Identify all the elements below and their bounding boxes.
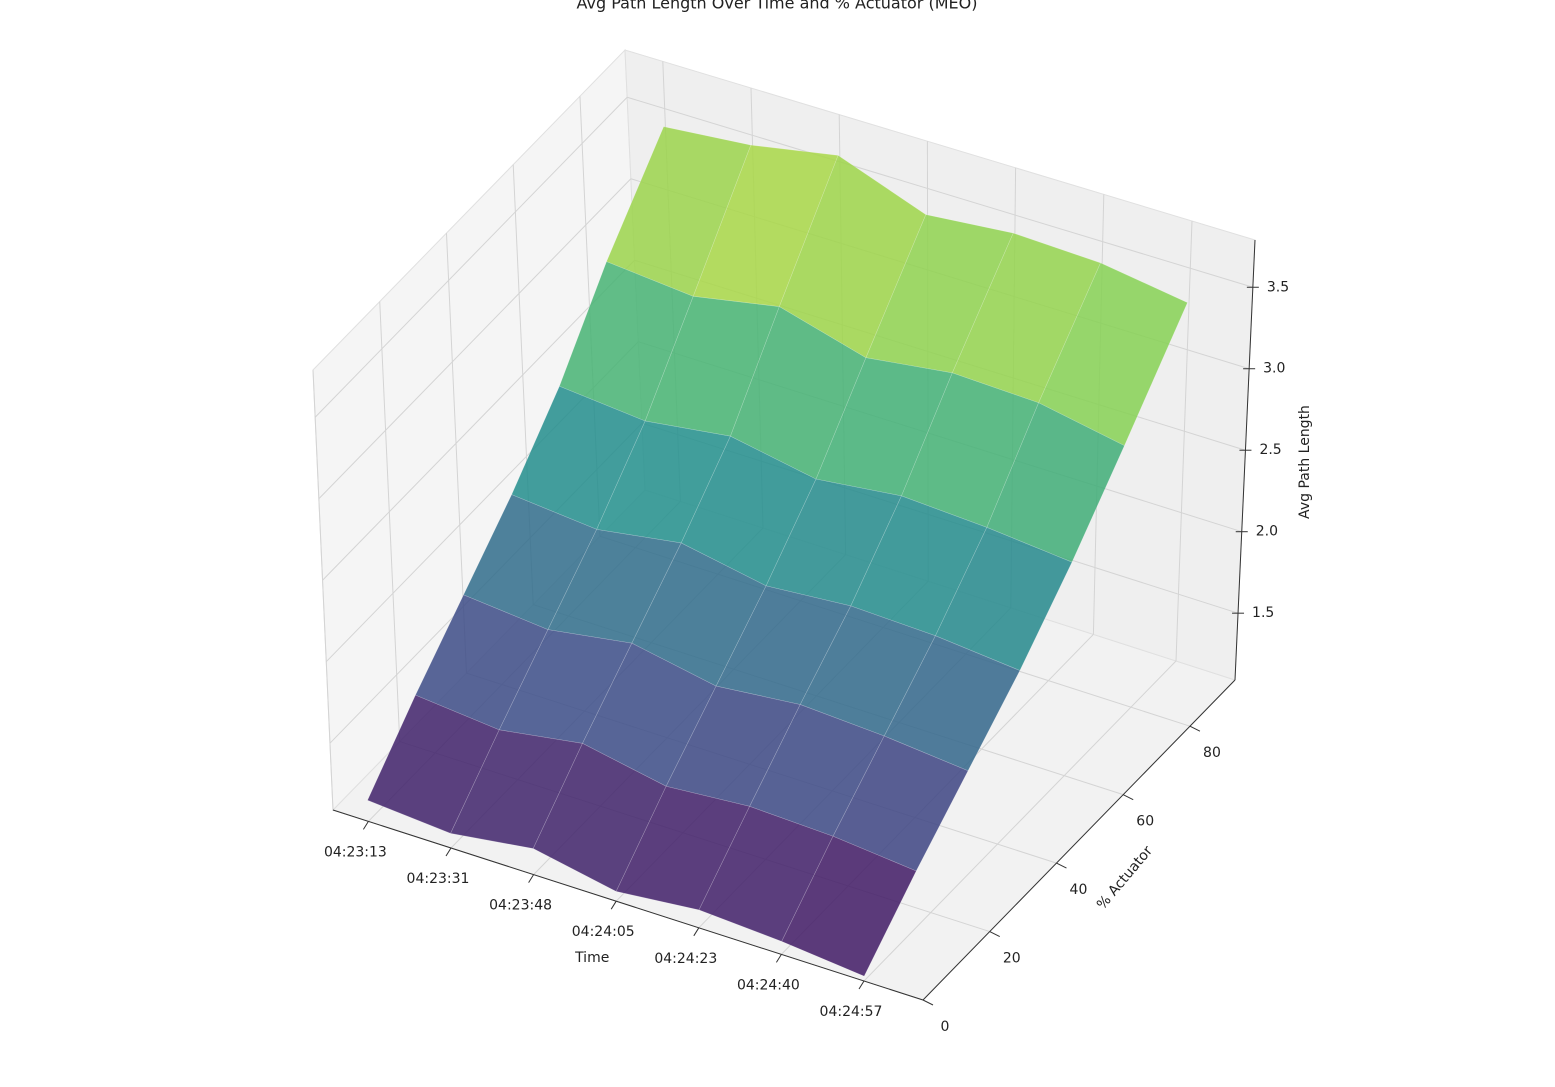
y-tick-label: 20 (1003, 951, 1021, 967)
y-tick (989, 931, 1000, 937)
x-axis-label: Time (574, 950, 609, 966)
y-tick (1189, 725, 1201, 732)
grid-line (314, 96, 628, 418)
grid-line (312, 369, 334, 811)
x-tick (362, 821, 369, 830)
z-axis-label: Avg Path Length (1297, 405, 1313, 519)
z-tick-label: 2.0 (1256, 524, 1278, 540)
y-tick (1122, 794, 1134, 801)
z-tick-label: 3.0 (1263, 361, 1285, 377)
x-tick-label: 04:23:48 (489, 898, 552, 914)
x-tick-label: 04:23:31 (407, 871, 470, 887)
chart-title: Avg Path Length Over Time and % Actuator… (577, 0, 978, 13)
y-axis-label: % Actuator (1094, 843, 1156, 913)
y-tick-label: 0 (941, 1019, 950, 1035)
x-tick-label: 04:24:23 (654, 951, 717, 967)
x-tick (528, 874, 535, 883)
z-tick-label: 3.5 (1267, 279, 1289, 295)
grid-line (379, 301, 401, 742)
y-tick-label: 80 (1203, 745, 1221, 761)
x-tick-label: 04:23:13 (324, 844, 387, 860)
x-tick (858, 980, 865, 990)
grid-line (318, 178, 632, 500)
axis-line (332, 809, 924, 1001)
y-tick (1056, 862, 1067, 869)
axis-line (922, 679, 1236, 1001)
grid-line (322, 259, 635, 581)
x-tick (445, 847, 452, 857)
surface-patch (883, 635, 1021, 772)
grid-line (1175, 220, 1193, 662)
axis-line (1234, 239, 1256, 681)
x-tick (775, 954, 782, 963)
x-tick-label: 04:24:57 (820, 1004, 883, 1020)
surface-patch (986, 402, 1125, 563)
y-tick (922, 999, 934, 1006)
x-tick (693, 927, 700, 937)
grid-line (627, 96, 1253, 288)
y-tick-label: 60 (1136, 814, 1154, 830)
x-tick-label: 04:24:40 (737, 977, 800, 993)
z-tick-label: 1.5 (1252, 605, 1274, 621)
grid-line (863, 660, 1177, 982)
y-tick-label: 40 (1070, 882, 1088, 898)
x-tick-label: 04:24:05 (572, 924, 635, 940)
x-tick (610, 900, 617, 910)
z-tick-label: 2.5 (1259, 442, 1281, 458)
surface-patch (781, 835, 917, 977)
